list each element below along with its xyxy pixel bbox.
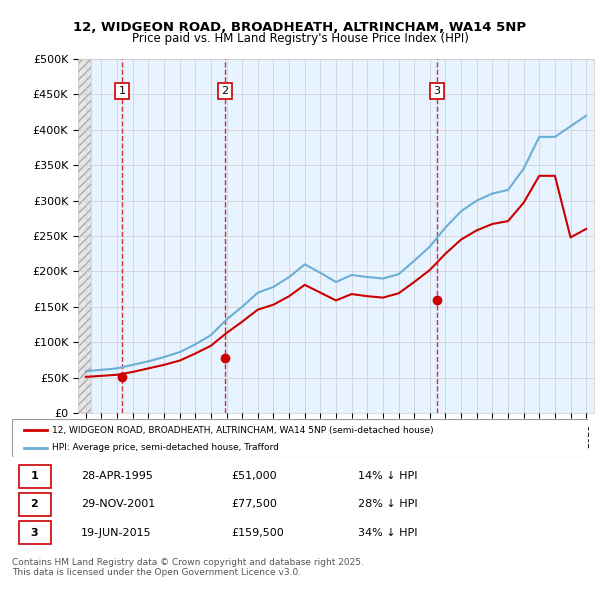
Text: HPI: Average price, semi-detached house, Trafford: HPI: Average price, semi-detached house,… xyxy=(52,443,279,452)
Text: £159,500: £159,500 xyxy=(231,528,284,537)
Text: 29-NOV-2001: 29-NOV-2001 xyxy=(81,500,155,509)
FancyBboxPatch shape xyxy=(12,419,588,457)
Text: 1: 1 xyxy=(31,471,38,481)
Text: 34% ↓ HPI: 34% ↓ HPI xyxy=(358,528,417,537)
Text: 28-APR-1995: 28-APR-1995 xyxy=(81,471,153,481)
Text: 19-JUN-2015: 19-JUN-2015 xyxy=(81,528,152,537)
Text: 28% ↓ HPI: 28% ↓ HPI xyxy=(358,500,417,509)
Bar xyxy=(91,59,594,413)
Bar xyxy=(78,59,91,413)
Text: Contains HM Land Registry data © Crown copyright and database right 2025.
This d: Contains HM Land Registry data © Crown c… xyxy=(12,558,364,577)
Text: 3: 3 xyxy=(434,86,440,96)
FancyBboxPatch shape xyxy=(19,493,50,516)
Text: 14% ↓ HPI: 14% ↓ HPI xyxy=(358,471,417,481)
Text: £51,000: £51,000 xyxy=(231,471,277,481)
Text: 2: 2 xyxy=(31,500,38,509)
Text: 1: 1 xyxy=(119,86,125,96)
FancyBboxPatch shape xyxy=(19,465,50,487)
Text: £77,500: £77,500 xyxy=(231,500,277,509)
Text: Price paid vs. HM Land Registry's House Price Index (HPI): Price paid vs. HM Land Registry's House … xyxy=(131,32,469,45)
FancyBboxPatch shape xyxy=(19,522,50,544)
Text: 2: 2 xyxy=(221,86,229,96)
Text: 3: 3 xyxy=(31,528,38,537)
Text: 12, WIDGEON ROAD, BROADHEATH, ALTRINCHAM, WA14 5NP (semi-detached house): 12, WIDGEON ROAD, BROADHEATH, ALTRINCHAM… xyxy=(52,426,434,435)
Text: 12, WIDGEON ROAD, BROADHEATH, ALTRINCHAM, WA14 5NP: 12, WIDGEON ROAD, BROADHEATH, ALTRINCHAM… xyxy=(73,21,527,34)
